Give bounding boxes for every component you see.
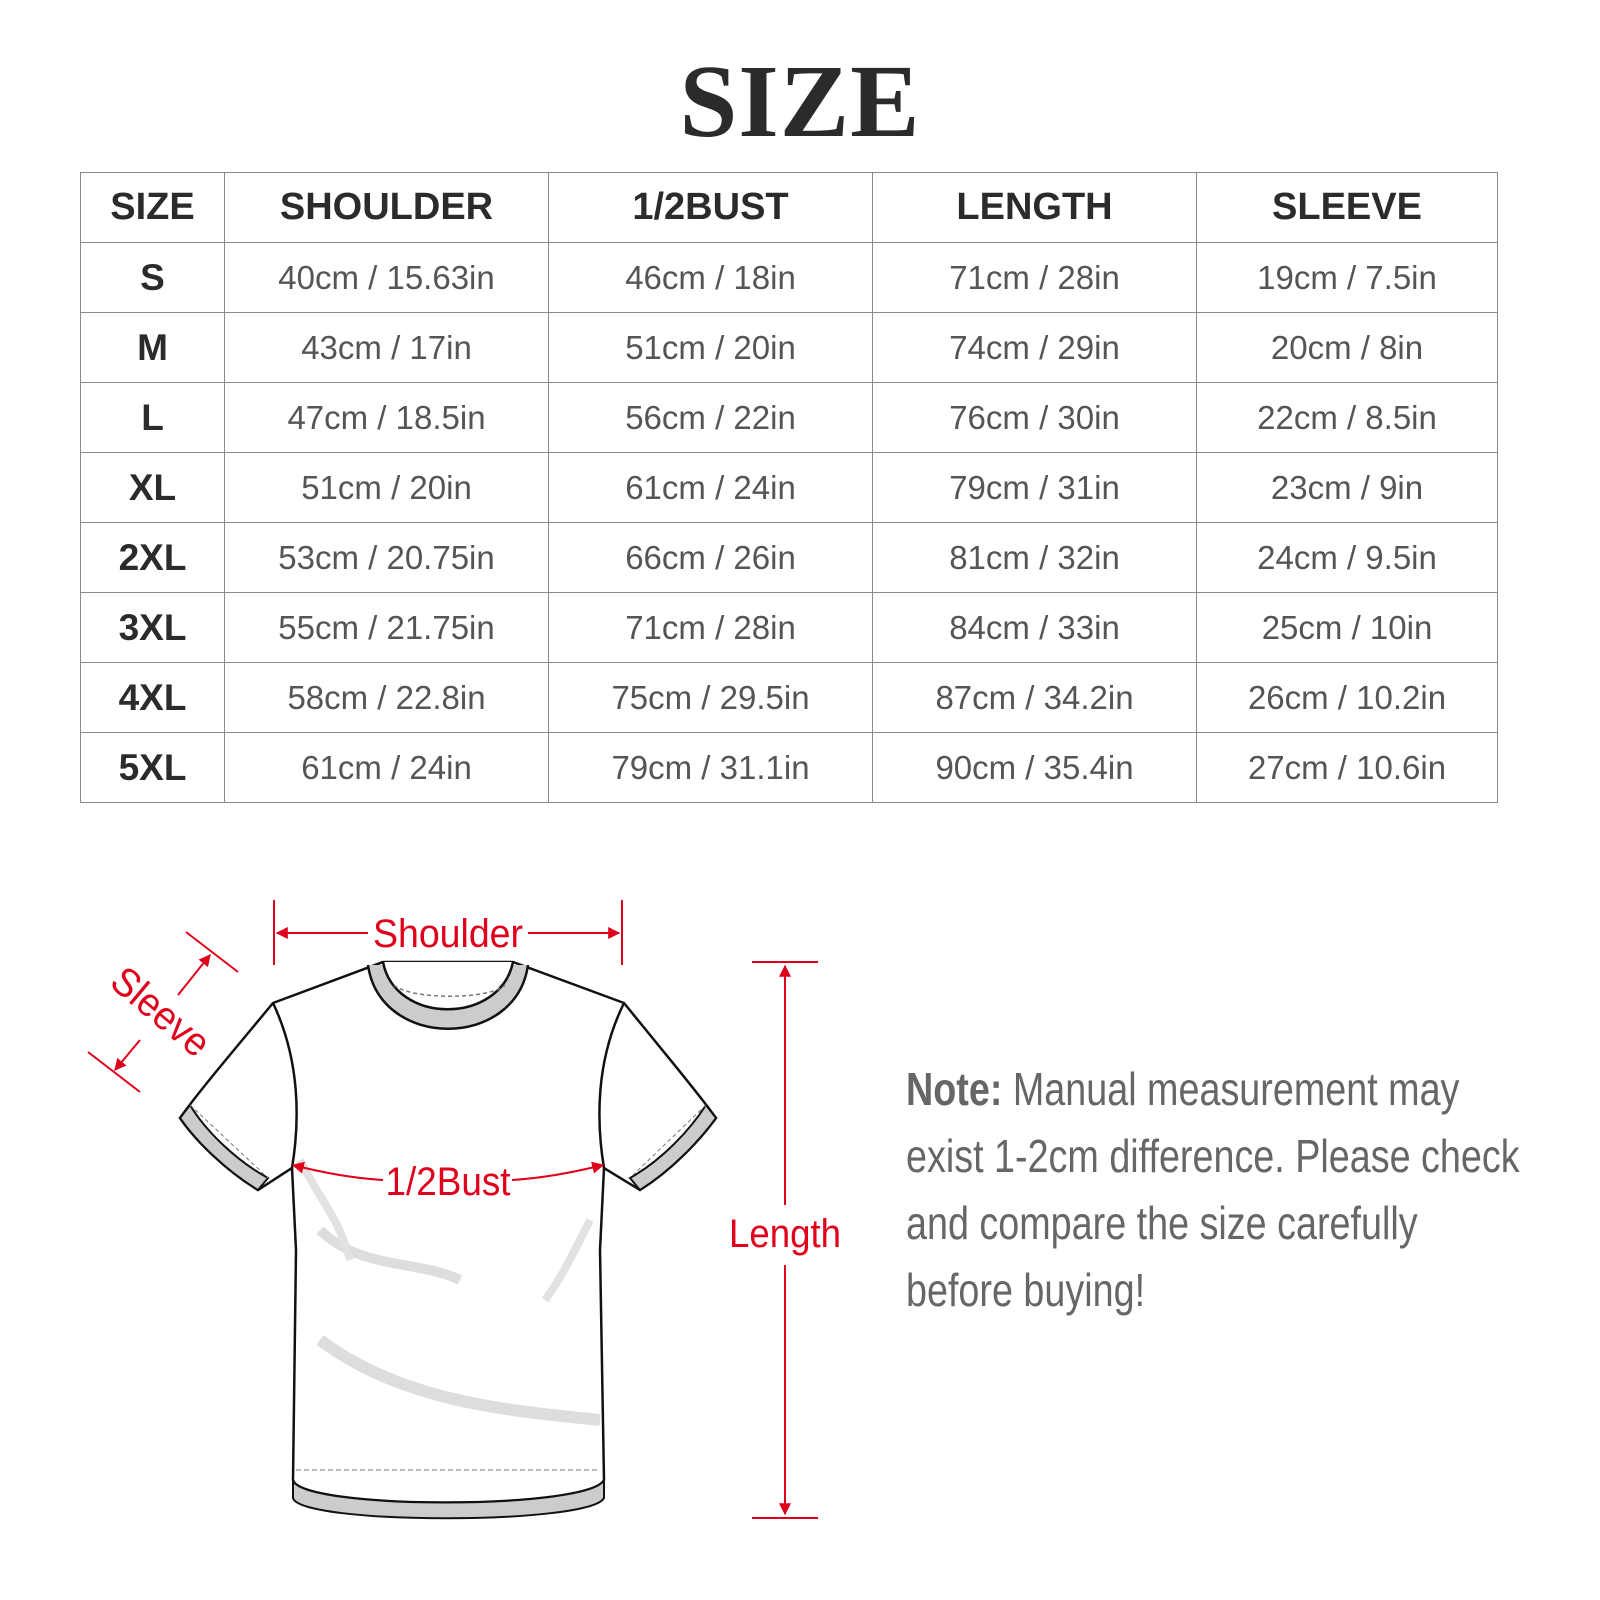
table-row: 4XL 58cm / 22.8in 75cm / 29.5in 87cm / 34.2… bbox=[80, 662, 1498, 733]
size-cell: 4XL bbox=[80, 662, 225, 733]
size-cell: M bbox=[80, 312, 225, 383]
measurement-cell: 66cm / 26in bbox=[548, 522, 873, 593]
size-cell: 3XL bbox=[80, 592, 225, 663]
table-row: 3XL 55cm / 21.75in 71cm / 28in 84cm / 33in 2… bbox=[80, 592, 1498, 663]
length-measure: Length bbox=[729, 961, 841, 1519]
measurement-cell: 51cm / 20in bbox=[548, 312, 873, 383]
sleeve-measure: Sleeve bbox=[87, 931, 239, 1093]
size-cell: S bbox=[80, 242, 225, 313]
measurement-cell: 71cm / 28in bbox=[872, 242, 1197, 313]
measurement-cell: 71cm / 28in bbox=[548, 592, 873, 663]
measurement-cell: 76cm / 30in bbox=[872, 382, 1197, 453]
table-row: 5XL 61cm / 24in 79cm / 31.1in 90cm / 35.4in… bbox=[80, 732, 1498, 803]
page-title: SIZE bbox=[679, 44, 921, 159]
note-label: Note: bbox=[906, 1063, 1003, 1115]
measurement-cell: 90cm / 35.4in bbox=[872, 732, 1197, 803]
note-text: Note: Manual measurement may exist 1-2cm… bbox=[906, 1056, 1529, 1324]
size-cell: 2XL bbox=[80, 522, 225, 593]
measurement-cell: 25cm / 10in bbox=[1196, 592, 1498, 663]
size-cell: 5XL bbox=[80, 732, 225, 803]
table-row: 2XL 53cm / 20.75in 66cm / 26in 81cm / 32in 2… bbox=[80, 522, 1498, 593]
measurement-cell: 24cm / 9.5in bbox=[1196, 522, 1498, 593]
measurement-cell: 20cm / 8in bbox=[1196, 312, 1498, 383]
column-header: SIZE bbox=[80, 172, 225, 243]
measurement-cell: 75cm / 29.5in bbox=[548, 662, 873, 733]
column-header: SHOULDER bbox=[224, 172, 549, 243]
table-row: S 40cm / 15.63in 46cm / 18in 71cm / 28in 19c… bbox=[80, 242, 1498, 313]
measurement-cell: 19cm / 7.5in bbox=[1196, 242, 1498, 313]
table-row: L 47cm / 18.5in 56cm / 22in 76cm / 30in 22cm… bbox=[80, 382, 1498, 453]
measurement-cell: 79cm / 31in bbox=[872, 452, 1197, 523]
column-header: SLEEVE bbox=[1196, 172, 1498, 243]
sleeve-label: Sleeve bbox=[102, 958, 218, 1066]
measurement-cell: 74cm / 29in bbox=[872, 312, 1197, 383]
measurement-cell: 55cm / 21.75in bbox=[224, 592, 549, 663]
column-header: LENGTH bbox=[872, 172, 1197, 243]
table-row: XL 51cm / 20in 61cm / 24in 79cm / 31in 23cm … bbox=[80, 452, 1498, 523]
measurement-cell: 40cm / 15.63in bbox=[224, 242, 549, 313]
measurement-cell: 26cm / 10.2in bbox=[1196, 662, 1498, 733]
length-label: Length bbox=[729, 1212, 841, 1256]
tshirt-diagram: Shoulder Sleeve 1/2Bust Length bbox=[87, 900, 841, 1520]
column-header: 1/2BUST bbox=[548, 172, 873, 243]
measurement-cell: 61cm / 24in bbox=[224, 732, 549, 803]
size-cell: L bbox=[80, 382, 225, 453]
measurement-cell: 53cm / 20.75in bbox=[224, 522, 549, 593]
measurement-cell: 47cm / 18.5in bbox=[224, 382, 549, 453]
measurement-cell: 27cm / 10.6in bbox=[1196, 732, 1498, 803]
table-header-row: SIZE SHOULDER 1/2BUST LENGTH SLEEVE bbox=[80, 172, 1498, 243]
measurement-cell: 58cm / 22.8in bbox=[224, 662, 549, 733]
measurement-cell: 46cm / 18in bbox=[548, 242, 873, 313]
tshirt-icon bbox=[178, 960, 718, 1520]
table-row: M 43cm / 17in 51cm / 20in 74cm / 29in 20cm /… bbox=[80, 312, 1498, 383]
note-body: Manual measurement may exist 1-2cm diffe… bbox=[906, 1063, 1520, 1316]
measurement-cell: 81cm / 32in bbox=[872, 522, 1197, 593]
measurement-cell: 51cm / 20in bbox=[224, 452, 549, 523]
measurement-cell: 23cm / 9in bbox=[1196, 452, 1498, 523]
measurement-cell: 79cm / 31.1in bbox=[548, 732, 873, 803]
measurement-cell: 43cm / 17in bbox=[224, 312, 549, 383]
measurement-cell: 22cm / 8.5in bbox=[1196, 382, 1498, 453]
measurement-cell: 87cm / 34.2in bbox=[872, 662, 1197, 733]
measurement-cell: 84cm / 33in bbox=[872, 592, 1197, 663]
bust-measure: 1/2Bust bbox=[291, 1160, 605, 1204]
bust-label: 1/2Bust bbox=[386, 1160, 511, 1204]
shoulder-label: Shoulder bbox=[373, 912, 523, 956]
measurement-cell: 61cm / 24in bbox=[548, 452, 873, 523]
size-table: SIZE SHOULDER 1/2BUST LENGTH SLEEVE S 40cm / … bbox=[80, 172, 1498, 803]
shoulder-measure: Shoulder bbox=[273, 900, 623, 965]
measurement-cell: 56cm / 22in bbox=[548, 382, 873, 453]
size-cell: XL bbox=[80, 452, 225, 523]
